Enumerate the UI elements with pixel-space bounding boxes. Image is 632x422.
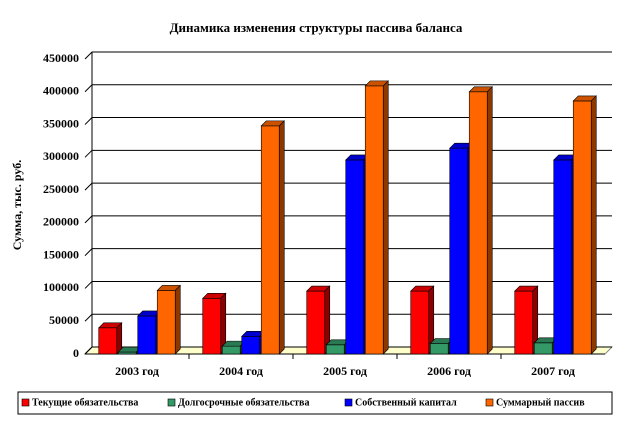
bar bbox=[468, 91, 488, 355]
bar bbox=[241, 335, 261, 355]
bar bbox=[449, 147, 469, 355]
bar bbox=[429, 343, 449, 355]
y-tick-label: 0 bbox=[73, 346, 79, 360]
x-tick-label: 2007 год bbox=[531, 364, 575, 378]
grid-line bbox=[84, 84, 612, 93]
bar-side bbox=[382, 80, 389, 355]
grid-line bbox=[84, 248, 612, 257]
bar bbox=[553, 159, 573, 355]
legend-box bbox=[17, 391, 613, 415]
grid-line bbox=[84, 51, 612, 60]
x-tick-label: 2005 год bbox=[323, 364, 367, 378]
legend-label: Собственный капитал bbox=[355, 397, 457, 408]
y-tick-label: 350000 bbox=[43, 116, 79, 130]
bar bbox=[572, 100, 592, 355]
x-tick-label: 2006 год bbox=[427, 364, 471, 378]
grid-line bbox=[84, 313, 612, 322]
bar-side bbox=[278, 120, 285, 355]
bar-side bbox=[486, 86, 493, 355]
grid-line bbox=[84, 117, 612, 125]
bar bbox=[533, 342, 553, 355]
legend-swatch bbox=[167, 398, 176, 407]
y-tick-label: 50000 bbox=[49, 313, 79, 327]
y-tick-label: 200000 bbox=[43, 215, 79, 229]
bar bbox=[137, 315, 157, 355]
grid-line bbox=[84, 280, 612, 289]
y-tick-label: 150000 bbox=[43, 247, 79, 261]
legend-label: Текущие обязательства bbox=[32, 397, 138, 408]
bar bbox=[514, 290, 534, 355]
legend-swatch bbox=[344, 398, 353, 407]
bar bbox=[345, 159, 365, 355]
grid-line bbox=[84, 215, 612, 224]
bar bbox=[202, 297, 222, 355]
y-tick-label: 250000 bbox=[43, 182, 79, 196]
bar bbox=[325, 344, 345, 355]
bar bbox=[410, 290, 430, 355]
x-tick-label: 2004 год bbox=[219, 364, 263, 378]
y-tick-label: 400000 bbox=[43, 84, 79, 98]
bar bbox=[156, 290, 176, 355]
chart-title: Динамика изменения структуры пассива бал… bbox=[170, 20, 463, 35]
bar bbox=[364, 85, 384, 355]
bar bbox=[98, 327, 118, 355]
y-axis-label: Сумма, тыс. руб. bbox=[10, 160, 24, 250]
bar bbox=[221, 345, 241, 355]
bar bbox=[260, 125, 280, 355]
grid-line bbox=[84, 182, 612, 191]
legend-label: Долгосрочные обязательства bbox=[178, 397, 309, 408]
legend-label: Суммарный пассив bbox=[496, 397, 585, 408]
y-tick-label: 100000 bbox=[43, 280, 79, 294]
grid-line bbox=[84, 149, 612, 158]
x-tick-label: 2003 год bbox=[115, 364, 159, 378]
y-tick-label: 450000 bbox=[43, 51, 79, 65]
bar bbox=[306, 290, 326, 355]
legend-swatch bbox=[21, 398, 30, 407]
y-tick-label: 300000 bbox=[43, 149, 79, 163]
bar-side bbox=[174, 284, 181, 355]
bar-side bbox=[590, 95, 597, 355]
legend-swatch bbox=[485, 398, 494, 407]
